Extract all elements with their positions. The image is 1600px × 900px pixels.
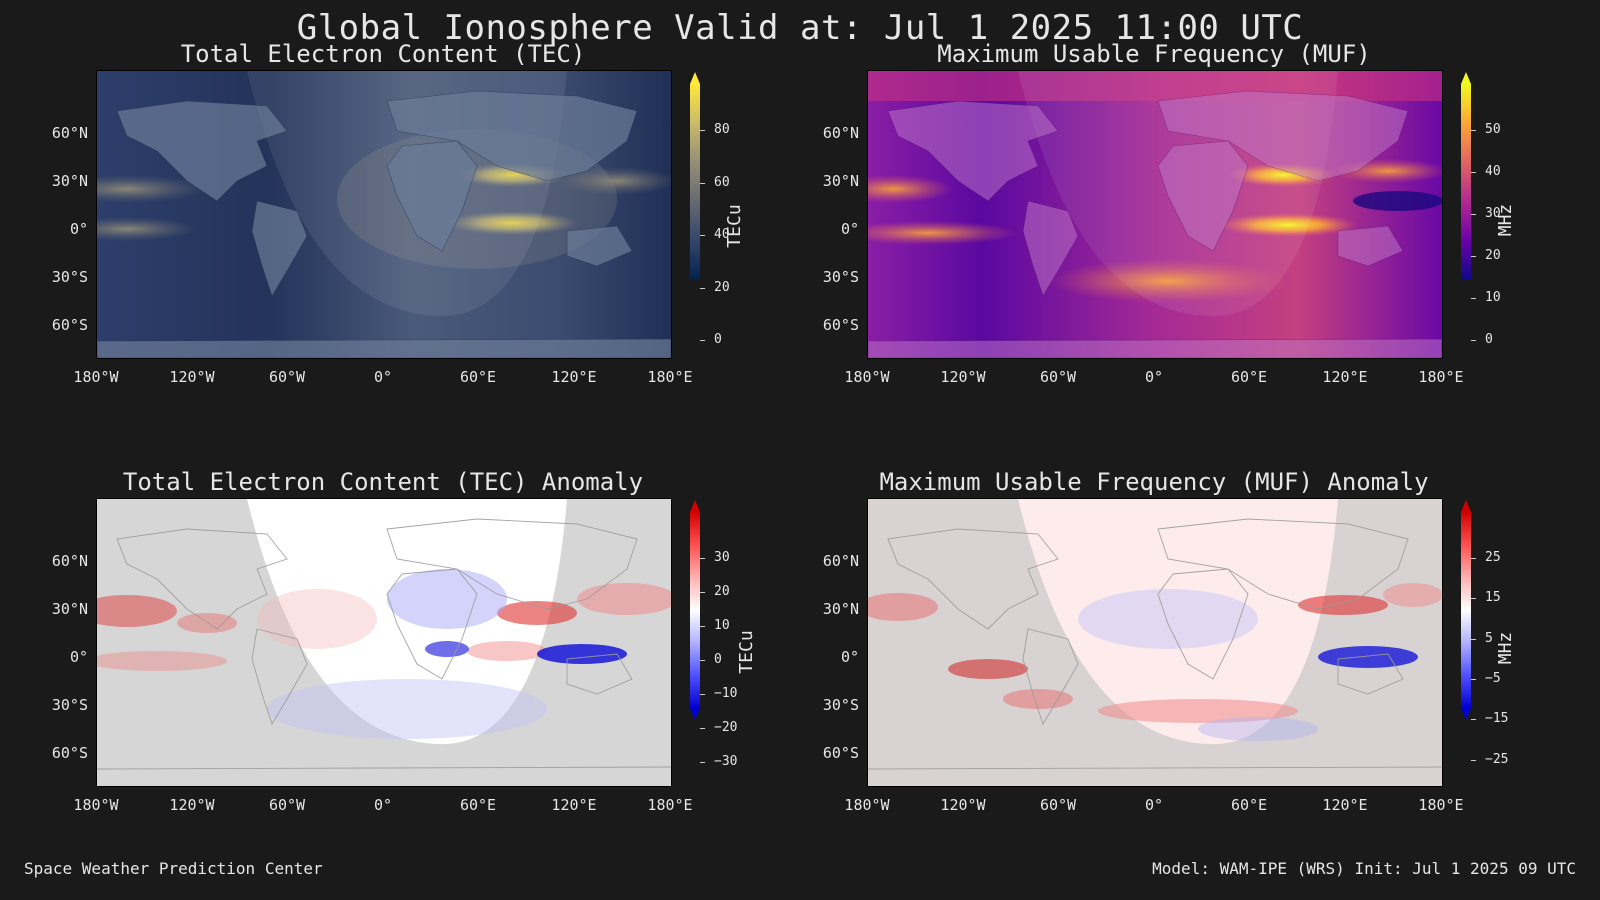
colorbar-tick: 0 [700, 652, 722, 667]
lat-tick-label: 30°S [51, 268, 88, 286]
muf-anomaly-map [867, 498, 1443, 787]
lat-tick-label: 30°N [822, 172, 859, 190]
colorbar-tick: 0 [700, 332, 722, 347]
lat-tick-label: 30°S [51, 696, 88, 714]
panel-title: Total Electron Content (TEC) [180, 40, 586, 68]
lon-tick-label: 60°E [1230, 368, 1268, 386]
colorbar-tick: 20 [700, 584, 730, 599]
lon-tick-label: 0° [1144, 368, 1164, 386]
lon-tick-label: 180°W [844, 796, 890, 814]
colorbar-tick: 30 [1471, 206, 1501, 221]
lon-tick-label: 60°E [1230, 796, 1268, 814]
colorbar-label: MHz [1495, 631, 1516, 665]
lat-tick-label: 60°S [822, 744, 859, 762]
figure-title: Global Ionosphere Valid at: Jul 1 2025 1… [296, 8, 1304, 48]
lon-tick-label: 60°E [459, 796, 497, 814]
muf-colorbar [1461, 72, 1471, 292]
lon-tick-label: 180°E [647, 796, 693, 814]
lat-tick-label: 60°N [822, 124, 859, 142]
tec-anomaly-colorbar [690, 500, 700, 720]
tec-anomaly-panel: Total Electron Content (TEC) Anomaly [0, 468, 757, 828]
lon-tick-label: 0° [373, 796, 393, 814]
lat-tick-label: 30°S [822, 696, 859, 714]
colorbar-tick: 20 [1471, 248, 1501, 263]
colorbar-tick: −15 [1470, 711, 1509, 726]
lat-tick-label: 60°S [822, 316, 859, 334]
colorbar-tick: 10 [1471, 290, 1501, 305]
lat-tick-label: 60°N [51, 552, 88, 570]
panel-title: Maximum Usable Frequency (MUF) Anomaly [879, 468, 1429, 496]
lon-tick-label: 120°W [169, 368, 215, 386]
lon-tick-label: 0° [1144, 796, 1164, 814]
lat-tick-label: 0° [69, 220, 88, 238]
colorbar-tick: 60 [700, 175, 730, 190]
muf-map [867, 70, 1443, 359]
footer-agency: Space Weather Prediction Center [24, 859, 323, 878]
lat-tick-label: 0° [840, 220, 859, 238]
lon-tick-label: 60°W [268, 796, 306, 814]
tec-map [96, 70, 672, 359]
colorbar-tick: 30 [700, 550, 730, 565]
lon-tick-label: 180°E [1418, 368, 1464, 386]
lon-tick-label: 120°W [940, 368, 986, 386]
lon-tick-label: 60°E [459, 368, 497, 386]
lon-tick-label: 120°E [1322, 368, 1368, 386]
lon-tick-label: 120°W [169, 796, 215, 814]
lat-tick-label: 60°N [51, 124, 88, 142]
lat-tick-label: 0° [840, 648, 859, 666]
colorbar-tick: 5 [1471, 631, 1493, 646]
lat-tick-label: 30°S [822, 268, 859, 286]
footer-model-info: Model: WAM-IPE (WRS) Init: Jul 1 2025 09… [1152, 859, 1576, 878]
tec-colorbar [690, 72, 700, 292]
colorbar-tick: 0 [1471, 332, 1493, 347]
colorbar-tick: −10 [699, 686, 738, 701]
lat-tick-label: 30°N [51, 172, 88, 190]
lon-tick-label: 0° [373, 368, 393, 386]
tec-panel: Total Electron Content (TEC) [0, 40, 745, 400]
lon-tick-label: 120°E [551, 368, 597, 386]
colorbar-tick: 40 [700, 227, 730, 242]
lon-tick-label: 120°E [1322, 796, 1368, 814]
lat-tick-label: 30°N [822, 600, 859, 618]
muf-panel: Maximum Usable Frequency (MUF) [771, 40, 1516, 400]
panel-title: Maximum Usable Frequency (MUF) [937, 40, 1371, 68]
colorbar-label: TECu [736, 630, 757, 674]
lon-tick-label: 180°W [73, 796, 119, 814]
lon-tick-label: 180°W [73, 368, 119, 386]
colorbar-tick: 15 [1471, 590, 1501, 605]
lon-tick-label: 180°E [647, 368, 693, 386]
lat-tick-label: 60°S [51, 744, 88, 762]
lon-tick-label: 180°W [844, 368, 890, 386]
lon-tick-label: 60°W [268, 368, 306, 386]
muf-anomaly-colorbar [1461, 500, 1471, 720]
colorbar-tick: −5 [1471, 671, 1501, 686]
lon-tick-label: 120°E [551, 796, 597, 814]
colorbar-tick: 20 [700, 280, 730, 295]
colorbar-tick: 80 [700, 122, 730, 137]
lon-tick-label: 120°W [940, 796, 986, 814]
tec-anomaly-map [96, 498, 672, 787]
colorbar-label: TECu [724, 204, 745, 248]
lat-tick-label: 30°N [51, 600, 88, 618]
muf-anomaly-panel: Maximum Usable Frequency (MUF) Anomaly [771, 468, 1516, 828]
colorbar-tick: −20 [699, 720, 738, 735]
colorbar-tick: 40 [1471, 164, 1501, 179]
panel-title: Total Electron Content (TEC) Anomaly [122, 468, 644, 496]
colorbar-tick: 25 [1471, 550, 1501, 565]
colorbar-tick: 10 [700, 618, 730, 633]
lat-tick-label: 60°N [822, 552, 859, 570]
lon-tick-label: 180°E [1418, 796, 1464, 814]
lat-tick-label: 0° [69, 648, 88, 666]
colorbar-tick: 50 [1471, 122, 1501, 137]
colorbar-tick: −30 [699, 754, 738, 769]
colorbar-tick: −25 [1470, 752, 1509, 767]
lon-tick-label: 60°W [1039, 796, 1077, 814]
colorbar-label: MHz [1495, 203, 1516, 237]
lon-tick-label: 60°W [1039, 368, 1077, 386]
lat-tick-label: 60°S [51, 316, 88, 334]
